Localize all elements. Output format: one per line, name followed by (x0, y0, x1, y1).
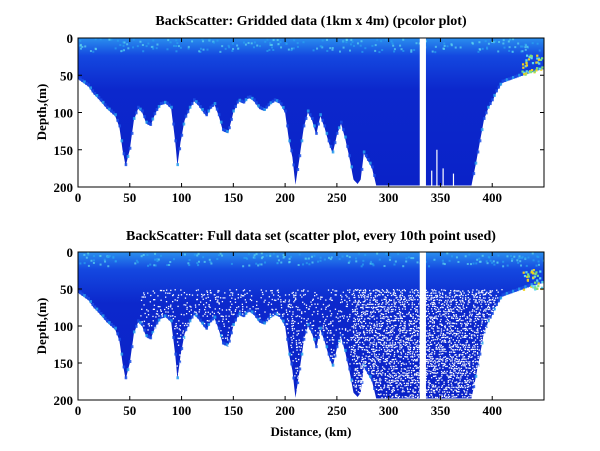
x-tick-label: 100 (172, 403, 192, 418)
tick-labels-scatter: 0 50 100 150 200 250 300 350 400 0 50 100 150 200 (54, 245, 544, 418)
y-tick-label: 0 (67, 31, 74, 46)
y-tick-label: 200 (54, 180, 74, 195)
x-tick-label: 350 (431, 403, 451, 418)
y-tick-label: 200 (54, 393, 74, 408)
gridded-plot-area (78, 38, 544, 187)
x-tick-label: 150 (224, 403, 244, 418)
x-tick-label: 100 (172, 190, 192, 205)
tick-labels-gridded: 0 50 100 150 200 250 300 350 400 0 50 100 150 200 (54, 31, 544, 205)
x-tick-label: 0 (75, 190, 82, 205)
surface-layer (79, 38, 541, 54)
x-tick-label: 300 (379, 190, 399, 205)
y-tick-label: 0 (67, 245, 74, 260)
x-tick-label: 0 (75, 403, 82, 418)
high-backscatter-patch (522, 269, 544, 291)
bottom-fringe (79, 66, 544, 177)
scatter-plot-area (78, 252, 544, 400)
x-tick-label: 150 (224, 190, 244, 205)
y-axis-label-scatter: Depth,(m) (34, 298, 49, 355)
x-tick-label: 200 (275, 403, 295, 418)
x-axis-label-scatter: Distance, (km) (271, 424, 352, 439)
y-tick-label: 100 (54, 106, 74, 121)
gridded-data-panel: BackScatter: Gridded data (1km x 4m) (pc… (34, 14, 545, 205)
x-tick-label: 200 (275, 190, 295, 205)
backscatter-water-column (78, 252, 544, 399)
backscatter-water-column (78, 38, 544, 186)
y-tick-label: 150 (54, 143, 74, 158)
x-tick-label: 50 (123, 403, 136, 418)
y-tick-label: 100 (54, 319, 74, 334)
x-tick-label: 300 (379, 403, 399, 418)
data-gap (419, 38, 426, 187)
x-tick-label: 400 (482, 403, 502, 418)
data-gap (419, 252, 426, 400)
surface-layer (79, 252, 544, 268)
y-axis-label-gridded: Depth,(m) (34, 84, 49, 141)
x-tick-label: 50 (123, 190, 136, 205)
x-tick-label: 250 (327, 190, 347, 205)
y-tick-label: 150 (54, 356, 74, 371)
scatter-gap-dots (140, 289, 503, 399)
scatter-data-panel: BackScatter: Full data set (scatter plot… (34, 229, 545, 439)
y-tick-label: 50 (60, 68, 73, 83)
chart-title-scatter: BackScatter: Full data set (scatter plot… (126, 229, 496, 244)
x-tick-label: 350 (431, 190, 451, 205)
chart-title-gridded: BackScatter: Gridded data (1km x 4m) (pc… (155, 14, 467, 29)
high-backscatter-patch (521, 54, 544, 76)
x-tick-label: 400 (482, 190, 502, 205)
y-tick-label: 50 (60, 282, 73, 297)
x-tick-label: 250 (327, 403, 347, 418)
